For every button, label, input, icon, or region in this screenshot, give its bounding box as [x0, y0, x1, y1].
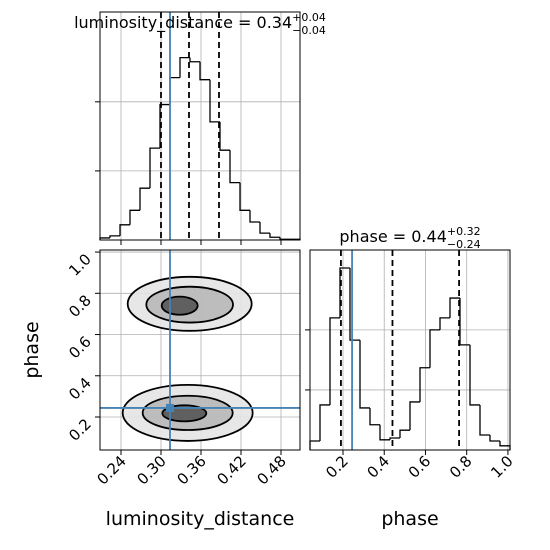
histogram-step [359, 340, 370, 409]
histogram-step [199, 61, 210, 81]
truth-marker [166, 403, 174, 412]
histogram-step [479, 404, 490, 436]
x-tick-label: 0.6 [405, 452, 435, 482]
histogram-step [329, 317, 340, 405]
x-axis-label: luminosity_distance [106, 508, 295, 530]
axes-frame [99, 249, 301, 451]
histogram-step [389, 437, 400, 440]
histogram-step [439, 317, 450, 330]
x-axis-label: phase [381, 508, 438, 530]
histogram-step [309, 440, 320, 450]
x-tick-label: 0.30 [133, 452, 169, 488]
histogram-step [119, 224, 130, 236]
histogram-step [189, 57, 200, 63]
histogram-step [269, 233, 280, 238]
histogram-step [399, 429, 410, 438]
histogram-step [219, 121, 230, 151]
title-sup: +0.32 [447, 225, 481, 238]
histogram-step [489, 434, 500, 442]
x-tick-label: 0.48 [253, 452, 289, 488]
histogram-step [319, 404, 330, 441]
histogram-step [249, 210, 260, 223]
y-tick-label: 0.2 [65, 415, 95, 445]
x-tick-label: 0.24 [93, 452, 129, 488]
histogram-step [169, 76, 180, 105]
y-axis-label: phase [21, 321, 43, 378]
histogram-step [449, 297, 460, 318]
histogram-step [459, 298, 470, 346]
histogram-step [429, 329, 440, 368]
histogram-step [419, 367, 430, 402]
title-main: luminosity_distance = 0.34 [74, 13, 292, 33]
x-tick-label: 0.42 [213, 452, 249, 488]
y-tick-label: 0.4 [65, 374, 95, 404]
histogram-step [349, 268, 360, 341]
contour-level [161, 404, 208, 423]
histogram-step [339, 267, 350, 318]
contour-level [145, 285, 234, 324]
contour-level [121, 383, 254, 442]
x-tick-label: 0.4 [363, 452, 393, 482]
contour-level [160, 295, 199, 316]
x-tick-label: 0.8 [446, 452, 476, 482]
histogram-step [369, 407, 380, 426]
histogram-step [139, 187, 150, 211]
y-tick-label: 0.6 [65, 333, 95, 363]
title-sup: +0.04 [292, 11, 326, 24]
x-tick-label: 0.2 [322, 452, 352, 482]
histogram-step [379, 424, 390, 441]
histogram-step [159, 103, 170, 149]
panel-title: phase = 0.44+0.32 −0.24 [339, 225, 480, 251]
histogram-step [499, 440, 511, 450]
histogram-step [149, 147, 160, 189]
x-tick-label: 0.36 [173, 452, 209, 488]
histogram-step [129, 209, 140, 225]
histogram-step [259, 222, 270, 234]
y-tick-label: 1.0 [65, 250, 95, 280]
histogram-step [279, 237, 290, 240]
contour-level [141, 394, 234, 431]
histogram-step [409, 401, 420, 431]
histogram-step [209, 79, 220, 123]
x-tick-label: 1.0 [487, 452, 517, 482]
contour-level [126, 275, 253, 332]
title-main: phase = 0.44 [339, 227, 446, 246]
histogram-step [179, 56, 190, 78]
histogram-step [239, 182, 250, 211]
histogram-step [229, 150, 240, 184]
histogram-step [109, 235, 120, 238]
axes-frame [99, 11, 301, 241]
title-sub: −0.24 [447, 238, 481, 251]
y-tick-label: 0.8 [65, 291, 95, 321]
histogram-step [469, 344, 480, 406]
axes-frame [309, 249, 511, 451]
panel-title: luminosity_distance = 0.34+0.04 −0.04 [74, 11, 326, 37]
title-sub: −0.04 [292, 24, 326, 37]
